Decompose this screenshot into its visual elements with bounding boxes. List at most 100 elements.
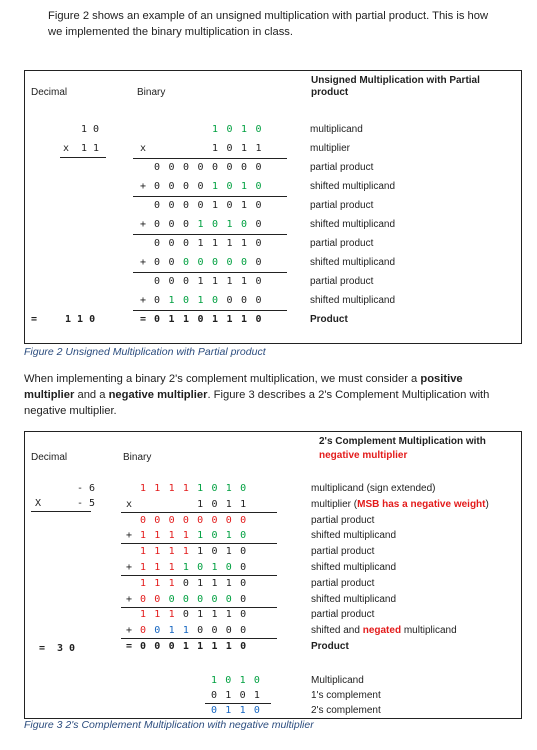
fig3-bit: 1: [225, 498, 232, 510]
fig2-bit: 1: [211, 200, 219, 211]
fig2-bit: 0: [226, 124, 233, 135]
fig3-bit: 0: [211, 546, 218, 558]
figure-2-table: Decimal Binary Unsigned Multiplication w…: [24, 70, 522, 344]
fig2-description: shifted multiplicand: [310, 257, 396, 268]
fig3-description: shifted multiplicand: [311, 530, 397, 542]
fig2-bit: 1: [240, 238, 248, 249]
fig2-bit: 1: [240, 124, 248, 135]
fig3-bit: 1: [197, 577, 204, 589]
fig2-bit: 0: [226, 295, 233, 306]
fig3-bit: 1: [211, 609, 218, 621]
fig3-bit: 0: [168, 514, 175, 526]
fig3-bit: 0: [139, 625, 147, 637]
fig2-bit: 0: [226, 143, 233, 154]
fig3-description: multiplier (MSB has a negative weight): [311, 498, 489, 510]
fig3-bit: 1: [225, 546, 232, 558]
fig2-bit: 0: [168, 219, 175, 230]
fig2-bit: 0: [255, 200, 262, 211]
fig3-binary-header: Binary: [123, 452, 152, 463]
fig3-bit: 1: [168, 546, 175, 558]
fig3-bit: 0: [225, 514, 232, 526]
fig3-row: +1 1 1 1 0 1 0 0 shifted multiplicand: [25, 561, 521, 579]
fig2-decimal-result: 1 1 0: [65, 314, 96, 325]
fig3-bit: 1: [182, 641, 189, 652]
fig3-bit: 1: [197, 483, 204, 494]
fig3-decimal-result: 3 0: [57, 643, 76, 654]
fig3-neg-bit: 1: [239, 705, 246, 716]
fig3-bit: 1: [211, 641, 218, 652]
fig3-neg-bit: 0: [225, 675, 232, 686]
fig2-row: +0 0 0 1 0 1 0 0 shifted multiplicand: [25, 218, 521, 236]
fig2-bit: 1: [240, 314, 248, 325]
fig3-bit: 0: [182, 593, 189, 605]
fig2-title: Unsigned Multiplication with Partial pro…: [311, 75, 480, 98]
fig2-bit: 1: [226, 219, 233, 230]
fig3-bit: 0: [154, 514, 161, 526]
fig2-bit: 0: [168, 257, 175, 268]
fig2-bit: 0: [168, 162, 175, 173]
fig3-bit: 0: [225, 625, 232, 637]
fig3-description: Product: [311, 641, 349, 652]
fig2-bit: 0: [197, 181, 204, 192]
fig2-bit: 0: [211, 219, 219, 230]
fig2-bit: 0: [255, 219, 262, 230]
fig3-decimal-header: Decimal: [31, 452, 68, 463]
fig2-bit: 0: [182, 238, 190, 249]
fig2-decimal-multiplicand: 1 0: [81, 124, 100, 135]
fig3-bit: 0: [240, 546, 247, 558]
fig3-bit: 1: [182, 546, 189, 558]
fig3-bit: 0: [240, 593, 247, 605]
fig2-bit: 0: [153, 276, 161, 287]
fig2-description: partial product: [310, 276, 374, 287]
fig2-operator: +: [139, 257, 147, 268]
fig3-bit: 1: [154, 483, 161, 494]
fig2-bit: 1: [197, 295, 204, 306]
fig2-bit: 0: [255, 276, 262, 287]
fig3-neg-bit: 0: [210, 705, 218, 716]
fig2-sum-line: [133, 234, 287, 235]
fig3-row: 0 0 0 0 0 0 0 0 partial product: [25, 514, 521, 532]
fig2-bit: 0: [182, 219, 190, 230]
fig2-row: x 1 0 1 1 multiplier: [25, 142, 521, 160]
fig2-description: Product: [310, 314, 348, 325]
fig3-neg-row: 0 1 0 1 1's complement: [25, 689, 521, 707]
fig3-neg-bit: 0: [210, 690, 218, 701]
fig3-description: partial product: [311, 577, 375, 589]
intro-paragraph: Figure 2 shows an example of an unsigned…: [48, 10, 489, 38]
fig3-bit: 0: [197, 625, 204, 637]
fig3-bit: 0: [240, 625, 247, 637]
fig3-bit: 1: [197, 530, 204, 542]
fig2-bit: 0: [255, 238, 262, 249]
fig2-bit: 0: [197, 257, 204, 268]
fig2-bit: 0: [226, 200, 233, 211]
fig3-decimal-x: X: [35, 498, 42, 509]
fig2-bit: 0: [168, 238, 175, 249]
fig3-decimal-underline: [31, 511, 91, 512]
fig3-bit: 1: [225, 530, 232, 542]
fig3-neg-bit: 1: [253, 690, 260, 701]
fig3-bit: 1: [182, 530, 189, 542]
fig3-bit: 1: [154, 577, 161, 589]
fig3-bit: 0: [211, 530, 218, 542]
fig2-bit: 0: [197, 162, 204, 173]
fig3-title-line2: negative multiplier: [319, 450, 408, 461]
fig2-bit: 0: [153, 295, 161, 306]
fig2-sum-line: [133, 272, 287, 273]
fig2-binary-header: Binary: [137, 87, 166, 98]
fig3-neg-description: Multiplicand: [311, 675, 364, 686]
fig2-bit: 1: [168, 295, 175, 306]
fig3-operator: +: [125, 593, 133, 605]
fig3-bit: 1: [225, 609, 232, 621]
fig2-bit: 0: [211, 257, 219, 268]
fig3-operator: +: [125, 562, 133, 573]
fig2-bit: 0: [255, 295, 262, 306]
fig2-sum-line: [133, 196, 287, 197]
fig3-bit: 1: [197, 546, 204, 558]
fig2-operator: x: [139, 143, 147, 154]
fig3-bit: 0: [168, 593, 175, 605]
fig2-bit: 0: [240, 295, 248, 306]
fig3-bit: 1: [139, 546, 147, 558]
fig3-decimal-multiplier: - 5: [77, 498, 96, 509]
fig3-bit: 0: [197, 514, 204, 526]
fig2-bit: 0: [197, 314, 204, 325]
